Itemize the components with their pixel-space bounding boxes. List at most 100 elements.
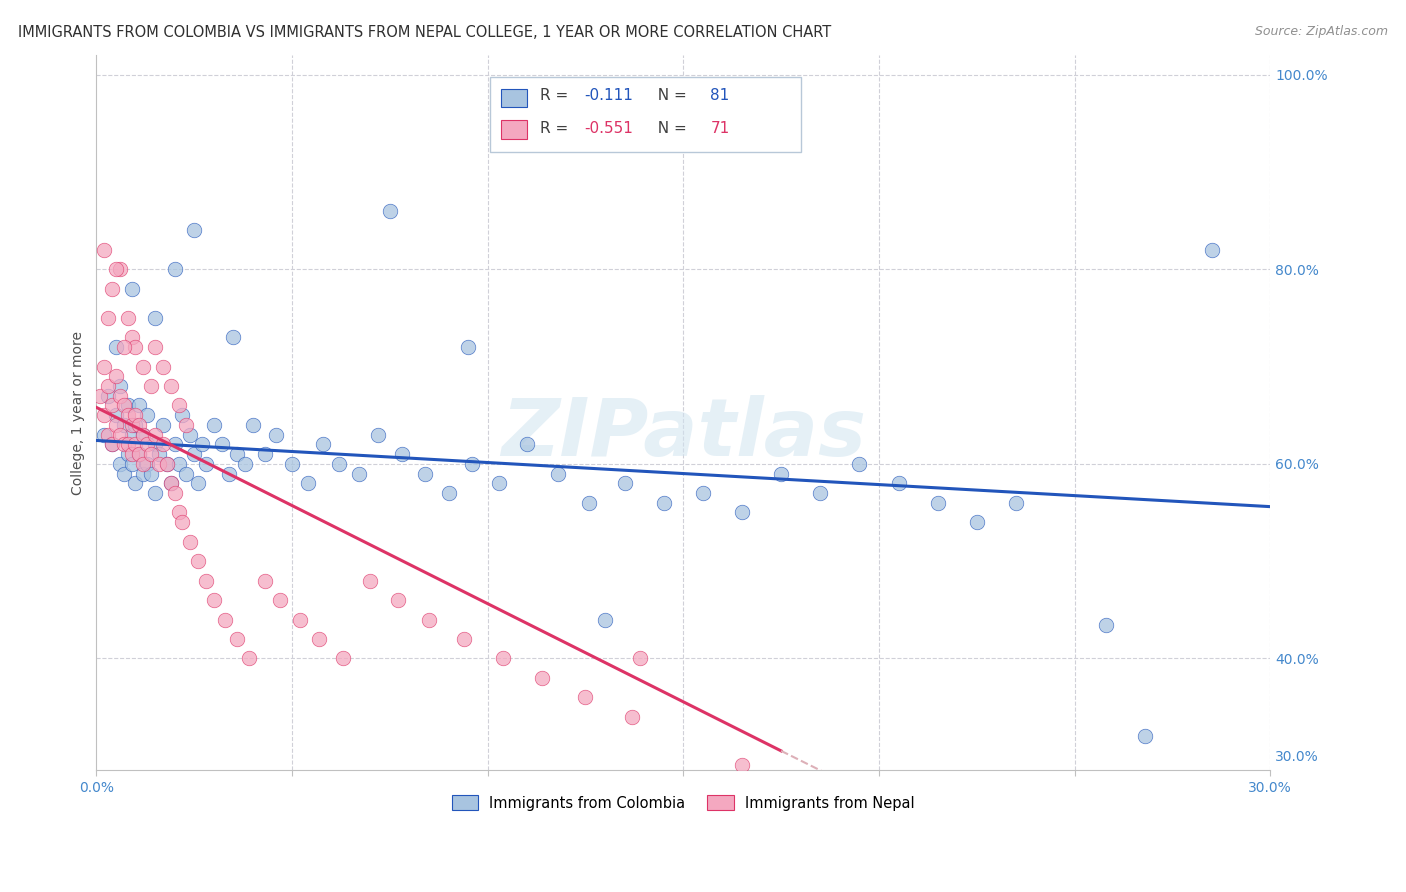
Point xyxy=(652,496,675,510)
Point xyxy=(621,710,644,724)
Point xyxy=(148,447,170,461)
Point xyxy=(121,282,143,296)
Text: R =: R = xyxy=(540,88,574,103)
Point xyxy=(172,515,194,529)
Point xyxy=(332,651,354,665)
Point xyxy=(191,437,214,451)
Point xyxy=(770,467,793,481)
Point xyxy=(194,457,217,471)
Point xyxy=(418,613,440,627)
Point xyxy=(101,282,124,296)
Point xyxy=(124,417,146,432)
Point xyxy=(242,417,264,432)
Point xyxy=(93,427,115,442)
Point xyxy=(108,379,131,393)
Point xyxy=(112,467,135,481)
Point xyxy=(104,417,127,432)
Point xyxy=(808,486,831,500)
Text: N =: N = xyxy=(648,88,692,103)
Point xyxy=(202,593,225,607)
Point xyxy=(613,476,636,491)
Point xyxy=(124,476,146,491)
Point xyxy=(152,359,174,374)
Point xyxy=(104,262,127,277)
Point xyxy=(108,262,131,277)
Point xyxy=(211,437,233,451)
Point xyxy=(461,457,484,471)
FancyBboxPatch shape xyxy=(502,89,527,107)
Point xyxy=(387,593,409,607)
Point xyxy=(233,457,256,471)
Point xyxy=(136,408,159,422)
Point xyxy=(124,340,146,354)
Point xyxy=(531,671,554,685)
Point xyxy=(132,427,155,442)
Point xyxy=(187,554,209,568)
Point xyxy=(139,379,162,393)
Point xyxy=(139,447,162,461)
Point xyxy=(887,476,910,491)
Point xyxy=(281,457,304,471)
Point xyxy=(367,427,389,442)
Point xyxy=(312,437,335,451)
Point xyxy=(179,534,201,549)
Point xyxy=(194,574,217,588)
Point xyxy=(574,690,596,705)
Text: Source: ZipAtlas.com: Source: ZipAtlas.com xyxy=(1254,25,1388,38)
Legend: Immigrants from Colombia, Immigrants from Nepal: Immigrants from Colombia, Immigrants fro… xyxy=(446,789,921,817)
Point xyxy=(132,359,155,374)
Point xyxy=(132,457,155,471)
Point xyxy=(927,496,949,510)
Point xyxy=(167,506,190,520)
Point xyxy=(359,574,381,588)
Point xyxy=(139,467,162,481)
FancyBboxPatch shape xyxy=(502,120,527,139)
Point xyxy=(97,427,120,442)
Point xyxy=(187,476,209,491)
Point xyxy=(159,476,181,491)
Text: IMMIGRANTS FROM COLOMBIA VS IMMIGRANTS FROM NEPAL COLLEGE, 1 YEAR OR MORE CORREL: IMMIGRANTS FROM COLOMBIA VS IMMIGRANTS F… xyxy=(18,25,831,40)
Point xyxy=(218,467,240,481)
Point xyxy=(238,651,260,665)
Point xyxy=(163,437,186,451)
Point xyxy=(112,399,135,413)
Text: -0.551: -0.551 xyxy=(585,121,634,136)
Point xyxy=(547,467,569,481)
Point xyxy=(516,437,538,451)
Text: -0.111: -0.111 xyxy=(585,88,634,103)
Point xyxy=(121,417,143,432)
Text: N =: N = xyxy=(648,121,692,136)
Point xyxy=(253,447,276,461)
Point xyxy=(148,457,170,471)
Point xyxy=(692,486,714,500)
Point xyxy=(966,515,988,529)
Point xyxy=(167,399,190,413)
Point xyxy=(253,574,276,588)
Point xyxy=(89,389,111,403)
Point xyxy=(97,379,120,393)
Point xyxy=(93,243,115,257)
Point xyxy=(437,486,460,500)
Point xyxy=(183,223,205,237)
Point xyxy=(347,467,370,481)
Point xyxy=(159,476,181,491)
Point xyxy=(226,447,249,461)
Point xyxy=(1095,618,1118,632)
Point xyxy=(391,447,413,461)
Point xyxy=(152,437,174,451)
Point xyxy=(297,476,319,491)
Point xyxy=(132,467,155,481)
Point xyxy=(1005,496,1028,510)
Point xyxy=(93,359,115,374)
Point xyxy=(308,632,330,646)
Point xyxy=(288,613,311,627)
Point xyxy=(121,457,143,471)
Point xyxy=(578,496,600,510)
Point xyxy=(593,613,616,627)
Point xyxy=(117,310,139,325)
Point xyxy=(136,457,159,471)
Point xyxy=(132,427,155,442)
FancyBboxPatch shape xyxy=(489,77,800,152)
Y-axis label: College, 1 year or more: College, 1 year or more xyxy=(72,331,86,495)
Point xyxy=(104,340,127,354)
